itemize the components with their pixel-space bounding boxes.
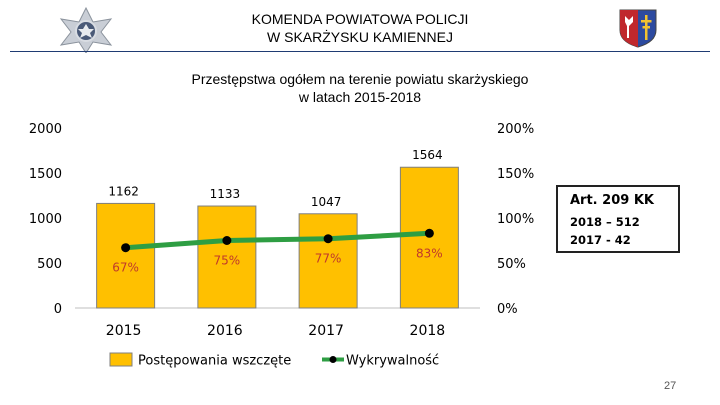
legend-label-bar: Postępowania wszczęte [138,354,291,369]
bar-2017 [298,213,358,309]
marker-2015 [121,243,131,253]
x-axis-ticks: 2015 2016 2017 2018 [106,323,445,339]
line-data-labels: 67% 75% 77% 83% [112,246,442,274]
y-right-tick-label: 100% [497,212,534,227]
legend-swatch-marker [329,356,337,363]
bar-data-labels: 1162 1133 1047 1564 [108,148,442,209]
coat-of-arms-logo [618,8,658,53]
x-tick-label-2017: 2017 [308,323,344,339]
line-markers [121,228,434,253]
marker-2016 [222,236,232,245]
header-title-line2: W SKARŻYSKU KAMIENNEJ [267,29,453,45]
y-left-tick-label: 500 [37,257,62,272]
line-label-2016: 75% [214,254,241,268]
y-right-axis-ticks: 0% 50% 100% 150% 200% [497,122,534,317]
y-right-tick-label: 200% [497,122,534,137]
line-label-2018: 83% [416,246,443,260]
y-left-tick-label: 0 [54,302,62,317]
marker-2017 [323,234,333,244]
chart-title: Przestępstwa ogółem na terenie powiatu s… [110,70,610,106]
bar-2016 [197,205,257,309]
x-tick-label-2015: 2015 [106,323,142,339]
header-title-line1: KOMENDA POWIATOWA POLICJI [251,11,469,27]
y-right-tick-label: 150% [497,167,534,182]
line-series-wykrywalnosc [123,230,432,251]
bar-label-2016: 1133 [210,187,241,201]
x-tick-label-2016: 2016 [207,323,243,339]
chart-title-line1: Przestępstwa ogółem na terenie powiatu s… [191,71,529,87]
legend-swatch-bar [109,352,133,367]
police-star-logo [55,6,117,58]
line-label-2015: 67% [112,261,139,275]
marker-2018 [424,228,434,238]
x-tick-label-2018: 2018 [410,323,446,339]
note-line-2018: 2018 – 512 [570,215,640,229]
bar-2015 [96,202,156,309]
y-left-axis-ticks: 0 500 1000 1500 2000 [29,122,62,317]
y-left-tick-label: 1500 [29,167,62,182]
y-left-tick-label: 1000 [29,212,62,227]
page-number: 27 [664,380,677,392]
y-right-tick-label: 0% [497,302,518,317]
legend-label-line: Wykrywalność [346,354,439,369]
bar-label-2017: 1047 [311,195,342,209]
header-divider [10,51,710,52]
legend: Postępowania wszczęte Wykrywalność [109,352,439,369]
header-title: KOMENDA POWIATOWA POLICJI W SKARŻYSKU KA… [160,10,560,46]
chart-title-line2: w latach 2015-2018 [298,89,422,105]
note-title: Art. 209 KK [570,193,654,208]
bar-label-2018: 1564 [412,148,443,162]
note-line-2017: 2017 - 42 [570,233,631,247]
line-label-2017: 77% [315,252,342,266]
art-209-note-box: Art. 209 KK 2018 – 512 2017 - 42 [556,185,680,253]
bar-label-2015: 1162 [108,184,139,198]
y-left-tick-label: 2000 [29,122,62,137]
y-right-tick-label: 50% [497,257,526,272]
